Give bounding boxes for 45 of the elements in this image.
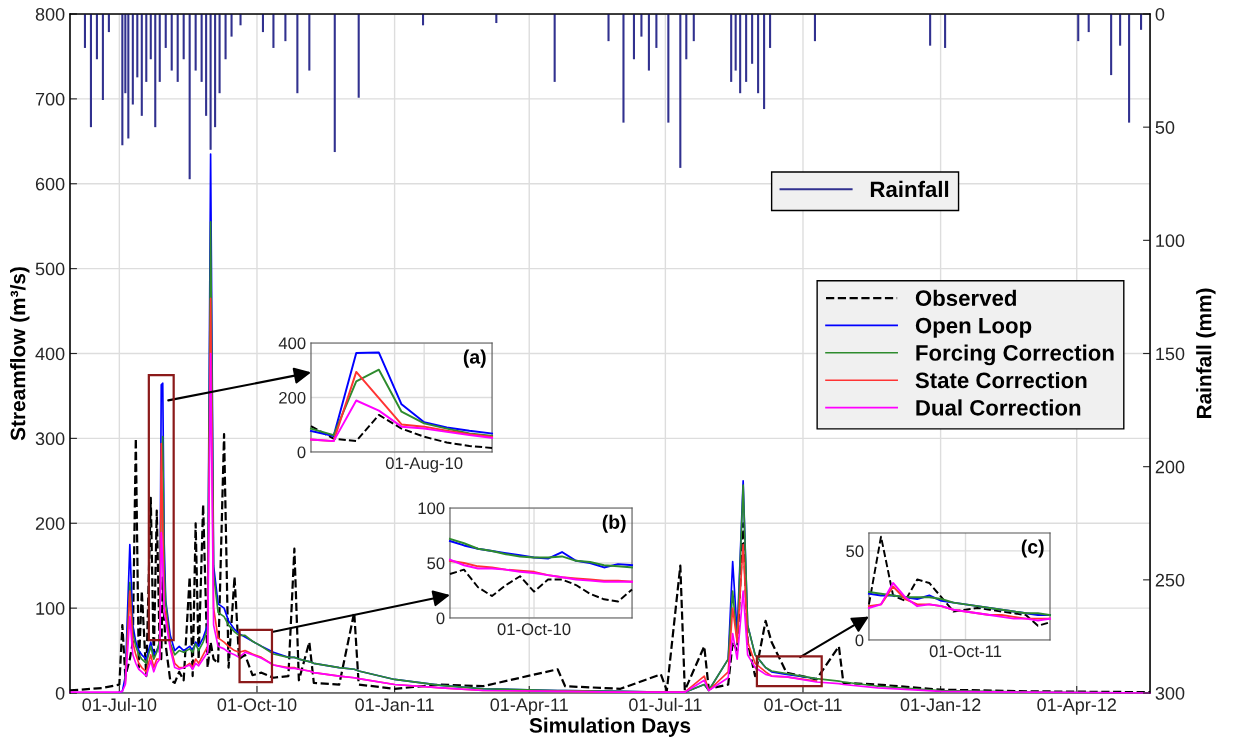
y-tick-label: 0 [55, 686, 65, 700]
legend-label: State Correction [915, 371, 1087, 389]
x-tick-label: 01-Aug-10 [385, 457, 463, 473]
x-tick-label: 01-Jul-11 [629, 697, 702, 712]
y-tick-label: 300 [35, 432, 65, 446]
chart-title: (a) [463, 349, 486, 368]
y2-tick-label: 100 [1156, 234, 1185, 248]
y2-tick-label: 50 [1155, 121, 1175, 134]
y-tick-label: 100 [36, 602, 65, 615]
y-tick-label: 100 [418, 502, 445, 515]
x-tick-label: 01-Oct-10 [497, 623, 571, 636]
y-tick-label: 200 [35, 517, 65, 530]
y-tick-label: 400 [35, 347, 65, 361]
chart-title: (b) [602, 514, 626, 533]
y-tick-label: 0 [436, 612, 445, 625]
y2-tick-label: 300 [1155, 686, 1185, 700]
legend-label: Rainfall [870, 180, 949, 198]
x-tick-label: 01-Oct-11 [764, 698, 842, 712]
y-tick-label: 200 [279, 391, 306, 404]
y-tick-label: 0 [297, 446, 306, 459]
y-axis-title: Streamflow (m³/s) [10, 267, 30, 441]
y-tick-label: 400 [278, 337, 306, 350]
y-tick-label: 600 [35, 177, 65, 191]
y2-axis-title: Rainfall (mm) [1196, 288, 1216, 419]
y-tick-label: 500 [35, 262, 65, 276]
y-tick-label: 800 [35, 7, 65, 21]
x-axis-title: Simulation Days [529, 717, 691, 737]
x-tick-label: 01-Apr-12 [1037, 698, 1116, 715]
y2-tick-label: 200 [1155, 460, 1185, 474]
x-tick-label: 01-Oct-11 [929, 645, 1002, 658]
y-tick-label: 50 [427, 557, 445, 570]
chart-title: (c) [1021, 539, 1044, 558]
x-tick-label: 01-Jul-10 [82, 697, 157, 712]
x-tick-label: 01-Oct-10 [217, 698, 297, 712]
legend-label: Forcing Correction [916, 344, 1114, 366]
legend-label: Open Loop [915, 317, 1032, 338]
x-tick-label: 01-Apr-11 [490, 698, 568, 715]
legend-label: Dual Correction [916, 399, 1081, 416]
x-tick-label: 01-Jan-11 [355, 698, 434, 712]
legend-label: Observed [915, 289, 1016, 307]
y-tick-label: 700 [35, 92, 65, 106]
y2-tick-label: 150 [1156, 347, 1185, 361]
y2-tick-label: 250 [1155, 573, 1185, 587]
y2-tick-label: 0 [1155, 7, 1165, 21]
x-tick-label: 01-Jan-12 [900, 698, 981, 712]
